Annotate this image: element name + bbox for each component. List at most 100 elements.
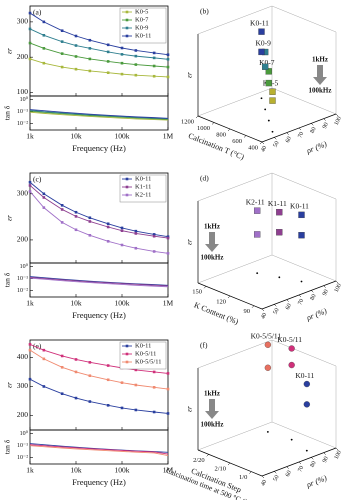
arrow-shaft (317, 65, 323, 77)
legend-swatch (125, 193, 129, 197)
x-tick-label: 600 (232, 138, 242, 145)
point (134, 63, 138, 66)
x-tick (227, 295, 231, 299)
x-axis-label: Frequency (Hz) (72, 310, 126, 320)
point (88, 57, 92, 61)
series-line (29, 58, 169, 78)
annotation: 1kHz (204, 223, 220, 231)
y-tick (274, 471, 277, 474)
z-axis-label: εr (185, 72, 194, 78)
point (88, 220, 92, 223)
point (88, 38, 92, 42)
y-tick (311, 123, 314, 126)
y-tick (261, 308, 265, 312)
x-axis-label: Frequency (Hz) (72, 477, 126, 487)
x-tick (203, 286, 207, 289)
floor-projection (300, 280, 303, 283)
point (152, 56, 156, 60)
point (88, 216, 92, 220)
x-tick-label: 1M (163, 466, 174, 475)
point (120, 72, 124, 76)
series-line (29, 378, 169, 414)
y-axis-label: tan δ (3, 105, 12, 120)
y-tick-label: 200 (17, 410, 29, 419)
legend-label: K1-11 (135, 183, 151, 190)
z-axis-label: εr (185, 406, 194, 412)
point (28, 184, 32, 187)
point (166, 387, 170, 391)
point (166, 412, 170, 415)
point (152, 410, 156, 414)
point (106, 50, 110, 54)
legend-label: K2-11 (135, 191, 151, 198)
y-tick-label: 50 (273, 141, 281, 149)
x-tick-label: 1000 (197, 125, 210, 132)
floor-projection (305, 449, 308, 452)
series-line (29, 185, 169, 239)
point (288, 345, 295, 352)
point (28, 27, 32, 31)
y-axis-label: εr (5, 48, 14, 54)
point (28, 180, 32, 184)
legend-swatch (125, 34, 129, 38)
x-tick-label: 400 (248, 144, 258, 151)
y-tick-label: 400 (17, 352, 29, 361)
legend-swatch (125, 185, 129, 189)
arrow-head (205, 244, 219, 252)
x-tick-label: 1k (26, 466, 34, 475)
point (269, 88, 276, 95)
point-label: K0-5/5/11 (251, 332, 282, 341)
box-edge (197, 172, 273, 202)
y-tick-label: 10⁻² (17, 455, 28, 461)
y-tick-label: 100 (334, 450, 343, 461)
x-tick-label: 100k (115, 466, 130, 475)
y-tick-label: 300 (17, 17, 29, 26)
series-line (29, 109, 169, 120)
point (166, 57, 170, 61)
point (60, 365, 64, 369)
y-axis-label: εr (5, 382, 14, 388)
series-line (29, 444, 169, 455)
point (120, 381, 124, 384)
y-tick-label: 70 (297, 465, 305, 473)
floor-projection (271, 130, 274, 133)
legend-label: K0-11 (135, 32, 151, 39)
box-edge (197, 87, 273, 117)
x-tick-label: 1200 (181, 118, 194, 125)
y-tick-label: 10⁰ (20, 430, 29, 437)
point (134, 229, 138, 233)
y-tick (286, 466, 289, 469)
point (120, 229, 124, 232)
legend-label: K0-11 (135, 342, 151, 349)
y-tick-label: 60 (285, 136, 293, 144)
y-tick-label: 10⁻¹ (17, 276, 28, 282)
y-tick-label: 50 (273, 308, 281, 316)
floor-projection (278, 276, 281, 279)
x-tick-label: 10k (70, 466, 82, 475)
panel-label: (d) (200, 174, 209, 183)
point (28, 377, 32, 381)
y-tick-label: 200 (17, 52, 29, 61)
legend-swatch (125, 344, 129, 348)
point (42, 206, 46, 209)
point (74, 370, 78, 374)
y-tick (298, 127, 302, 131)
series-line (29, 443, 169, 453)
point (28, 57, 32, 61)
series-line (29, 276, 169, 287)
y-tick (323, 452, 326, 455)
point (166, 235, 170, 238)
point (106, 364, 110, 367)
legend-swatch (125, 10, 129, 14)
y-axis-label: ρr (%) (304, 306, 328, 322)
point (152, 386, 156, 389)
x-tick-label: 1k (26, 132, 34, 141)
x-tick (243, 135, 247, 138)
x-tick-label: 150 (192, 289, 202, 296)
box-edge (271, 254, 337, 282)
point (74, 55, 78, 58)
series-line (29, 191, 169, 254)
point (74, 67, 78, 71)
y-tick-label: 80 (310, 461, 318, 469)
